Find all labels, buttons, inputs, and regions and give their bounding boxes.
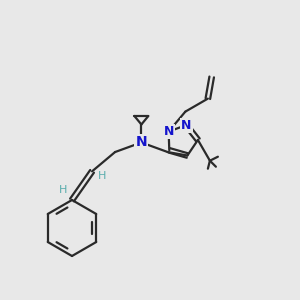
- Text: N: N: [164, 125, 174, 138]
- Text: N: N: [181, 118, 191, 132]
- Text: H: H: [98, 171, 106, 181]
- Text: N: N: [136, 136, 147, 149]
- Text: H: H: [59, 185, 67, 195]
